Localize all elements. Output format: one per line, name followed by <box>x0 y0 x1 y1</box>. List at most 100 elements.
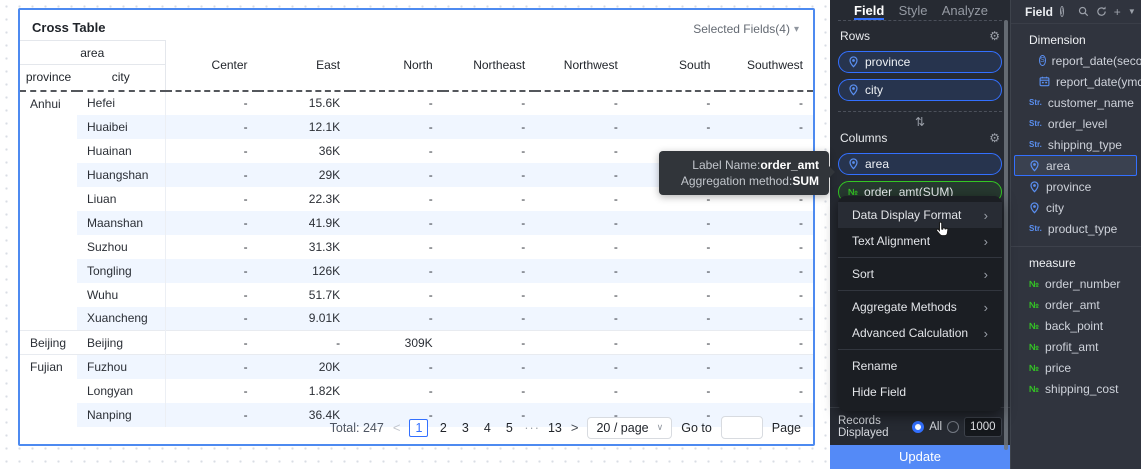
page-title: Cross Table <box>32 20 106 35</box>
value-cell: - <box>613 239 618 254</box>
tab-analyze[interactable]: Analyze <box>941 3 988 18</box>
menu-item-label: Hide Field <box>852 385 907 399</box>
value-cell: - <box>535 354 628 379</box>
gear-icon[interactable]: ⚙ <box>989 131 1000 145</box>
field-item-label: back_point <box>1045 318 1104 333</box>
plus-icon[interactable]: + <box>1113 4 1121 19</box>
menu-divider <box>838 290 1002 291</box>
value-cell: - <box>720 210 813 235</box>
tab-field[interactable]: Field <box>854 3 885 20</box>
field-item-shipping_cost[interactable]: № shipping_cost <box>1011 378 1141 399</box>
field-pill-province[interactable]: province <box>838 51 1002 73</box>
selected-fields-dropdown[interactable]: Selected Fields(4) ▾ <box>693 22 799 36</box>
value-cell: - <box>720 354 813 379</box>
record-limit-input[interactable] <box>964 416 1002 437</box>
page-item[interactable]: 13 <box>547 420 562 435</box>
field-item-label: city <box>1046 200 1064 215</box>
field-item-order_level[interactable]: Str. order_level <box>1011 113 1141 134</box>
numeric-field-icon: № <box>1029 383 1040 394</box>
menu-item-sort[interactable]: Sort › <box>838 261 1002 287</box>
scrollbar[interactable] <box>1004 20 1008 450</box>
menu-divider <box>838 349 1002 350</box>
field-item-label: order_number <box>1045 276 1121 291</box>
value-cell: - <box>521 191 526 206</box>
value-cell: - <box>706 239 711 254</box>
field-item-customer_name[interactable]: Str. customer_name <box>1011 92 1141 113</box>
value-cell: - <box>720 306 813 331</box>
menu-item-text-alignment[interactable]: Text Alignment › <box>838 228 1002 254</box>
page-item[interactable]: 5 <box>505 420 513 435</box>
goto-page-input[interactable] <box>720 416 763 439</box>
field-item-province[interactable]: province <box>1011 176 1141 197</box>
field-item-city[interactable]: city <box>1011 197 1141 218</box>
page-size-select[interactable]: 20 / page ∨ <box>587 416 673 439</box>
field-item-order_number[interactable]: № order_number <box>1011 273 1141 294</box>
field-item-back_point[interactable]: № back_point <box>1011 315 1141 336</box>
field-item-label: customer_name <box>1047 95 1134 110</box>
pill-label: province <box>865 55 911 69</box>
field-item-profit_amt[interactable]: № profit_amt <box>1011 336 1141 357</box>
section-label-dimension: Dimension <box>1029 33 1086 47</box>
value-cell: 126K <box>257 258 351 283</box>
column-group-header: area <box>20 40 166 65</box>
fields-list: Dimension Sreport_date(second)report_date… <box>1011 33 1141 399</box>
value-cell: - <box>720 89 813 115</box>
update-button[interactable]: Update <box>830 445 1010 469</box>
page-item[interactable]: 4 <box>483 420 491 435</box>
value-cell: - <box>535 258 628 283</box>
page-item[interactable]: 3 <box>461 420 469 435</box>
field-item-label: order_amt <box>1045 297 1100 312</box>
menu-item-rename[interactable]: Rename <box>838 353 1002 379</box>
value-cell: - <box>165 162 258 187</box>
menu-item-aggregate-methods[interactable]: Aggregate Methods › <box>838 294 1002 320</box>
value-cell: - <box>165 210 258 235</box>
tab-style[interactable]: Style <box>898 3 928 18</box>
menu-item-data-display-format[interactable]: Data Display Format › <box>838 202 1002 228</box>
menu-item-hide-field[interactable]: Hide Field <box>838 379 1002 405</box>
value-cell: - <box>706 287 711 302</box>
value-cell: - <box>535 162 628 187</box>
column-header: Southwest <box>720 40 813 91</box>
field-pill-area[interactable]: area <box>838 153 1002 175</box>
value-cell: 51.7K <box>308 287 341 302</box>
page-item[interactable]: 1 <box>409 418 429 437</box>
field-item-area[interactable]: area <box>1014 155 1137 176</box>
radio-limit[interactable] <box>947 420 959 433</box>
column-header: North <box>350 40 443 91</box>
pagination-bar: Total: 247 < 1 2 3 4 5 ··· 13 > 20 / page ∨ Go… <box>330 416 801 439</box>
refresh-icon[interactable] <box>1096 6 1107 17</box>
field-pill-city[interactable]: city <box>838 79 1002 101</box>
field-item-product_type[interactable]: Str. product_type <box>1011 218 1141 239</box>
value-cell: - <box>165 354 258 379</box>
field-item-label: area <box>1046 158 1071 173</box>
menu-item-advanced-calculation[interactable]: Advanced Calculation › <box>838 320 1002 346</box>
next-page-button[interactable]: > <box>570 420 579 435</box>
value-cell: - <box>706 383 711 398</box>
value-cell: - <box>350 210 443 235</box>
records-options: All <box>912 420 959 433</box>
prev-page-button[interactable]: < <box>392 420 401 435</box>
field-item-report_date-ymdh-[interactable]: report_date(ymdh... <box>1011 71 1141 92</box>
search-icon[interactable] <box>1078 6 1089 17</box>
value-cell: - <box>428 239 433 254</box>
value-cell: - <box>243 383 248 398</box>
field-item-order_amt[interactable]: № order_amt <box>1011 294 1141 315</box>
province-cell: Fujian <box>20 354 77 427</box>
table-row: Tongling -126K - - - - - <box>20 258 813 283</box>
field-item-price[interactable]: № price <box>1011 357 1141 378</box>
tooltip-value: order_amt <box>760 158 819 172</box>
radio-All[interactable] <box>912 420 925 433</box>
swap-rows-columns-icon[interactable]: ⇅ <box>914 115 926 129</box>
value-cell: - <box>613 143 618 158</box>
city-cell: Liuan <box>77 186 166 211</box>
value-cell: - <box>720 114 813 139</box>
value-cell: - <box>165 114 258 139</box>
gear-icon[interactable]: ⚙ <box>989 29 1000 43</box>
submenu-arrow-icon: › <box>983 266 988 282</box>
page-item[interactable]: 2 <box>439 420 447 435</box>
value-cell: - <box>442 354 536 379</box>
value-cell: - <box>799 191 803 206</box>
filter-icon[interactable]: ▼ <box>1127 7 1136 16</box>
field-item-shipping_type[interactable]: Str. shipping_type <box>1011 134 1141 155</box>
